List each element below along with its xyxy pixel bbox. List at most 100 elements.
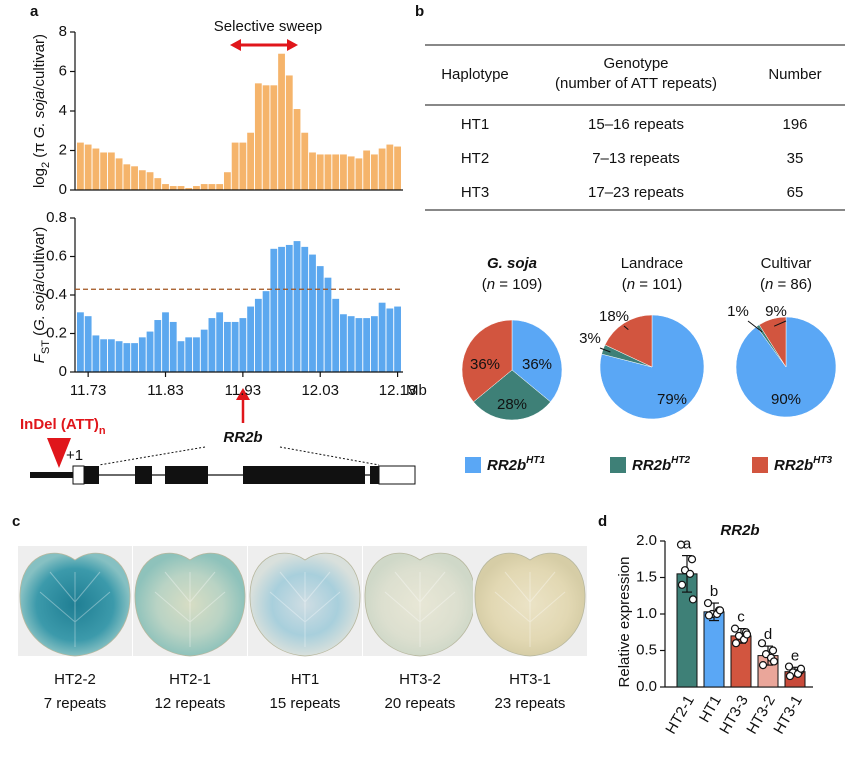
bar [386,308,394,372]
text-part: n [487,276,495,293]
bar [193,337,200,372]
data-point [796,664,806,673]
table-header: (number of ATT repeats) [555,75,717,92]
bar [332,298,340,372]
legend-swatch [752,457,768,473]
pie-value-label: 18% [599,308,629,325]
leader-line [747,320,763,333]
bar [84,316,92,372]
leaf-repeats: 23 repeats [495,695,566,712]
bar [262,291,270,372]
table-rules [425,44,845,211]
bar [270,85,278,190]
bar [262,85,270,190]
pie-value-label: 9% [765,303,787,320]
text-part: HT1 [526,455,545,466]
bar [200,184,208,190]
text-part: RR2b [487,457,526,474]
bar [100,152,108,190]
bar [301,246,309,372]
bar [208,184,216,190]
pie-value-label: 3% [579,330,601,347]
leaf-vein [154,571,226,647]
bar [123,164,131,190]
significance-letter: e [791,647,799,664]
bar [162,184,169,190]
y-tick-label: 6 [59,62,67,79]
bar [169,186,177,190]
x-tick-label: HT2-1 [662,692,698,737]
tss-label: +1 [66,447,83,464]
data-point [757,639,767,648]
pie-value-label: 36% [522,356,552,373]
bar [355,318,363,372]
bar [340,314,347,372]
bar [316,266,324,372]
bar [138,337,146,372]
text-part: log [31,168,48,188]
exon [84,466,99,484]
indel-label: InDel (ATT)n [20,416,106,437]
y-tick-label: 1.0 [636,605,657,622]
promoter [30,472,74,478]
table-cell: HT2 [461,150,489,167]
legend-swatch [465,457,481,473]
pie-value-label: 36% [470,356,500,373]
y-tick-label: 0.0 [636,678,657,695]
data-point [731,639,741,648]
x-tick-label: 12.03 [301,382,339,399]
leaf-vein [269,571,341,647]
bar [107,152,115,190]
exon [135,466,152,484]
table-cell: 65 [787,184,804,201]
gene-model [30,39,416,485]
significance-letter: d [764,626,772,643]
text-part: ( [482,276,487,293]
text-part: F [31,353,48,363]
table-cell: 17–23 repeats [588,184,684,201]
bar [239,142,247,190]
x-tick-label: 11.93 [225,382,261,399]
data-point [685,569,695,578]
bar [247,306,255,372]
pie-value-label: 79% [657,391,687,408]
text-part: n [99,425,106,437]
text-part: G. soja [31,283,48,331]
y-axis-label: log2 (π G. soja/cultivar) [31,34,52,188]
text-part: n [627,276,635,293]
bar [278,246,285,372]
bar [309,254,316,372]
leaf [19,552,131,657]
bar [185,188,193,190]
leaf-vein [494,571,566,647]
bar [231,142,239,190]
text-part: = 109) [495,276,542,293]
bar [177,341,185,372]
leaf-label: HT2-1 [169,671,211,688]
bar [347,156,355,190]
utr [378,465,416,485]
pie-title: G. soja [487,255,537,272]
gene-arrow-head [236,388,250,400]
bar [394,306,401,372]
bar [146,172,154,190]
leaf-label: HT2-2 [54,671,96,688]
leaf-label: HT3-2 [399,671,441,688]
bar [193,186,200,190]
bar [115,341,123,372]
bar [200,329,208,372]
gene-label: RR2b [223,429,262,446]
leaf-vein [39,571,111,647]
table-cell: 7–13 repeats [592,150,680,167]
bar [254,83,262,190]
leaf-repeats: 15 repeats [270,695,341,712]
bar [177,186,185,190]
text-part: ST [40,340,52,354]
bar [216,184,224,190]
leaf [474,552,586,657]
bar [216,312,224,372]
y-tick-label: 8 [59,23,67,40]
data-point [768,646,778,655]
bar [293,241,301,372]
